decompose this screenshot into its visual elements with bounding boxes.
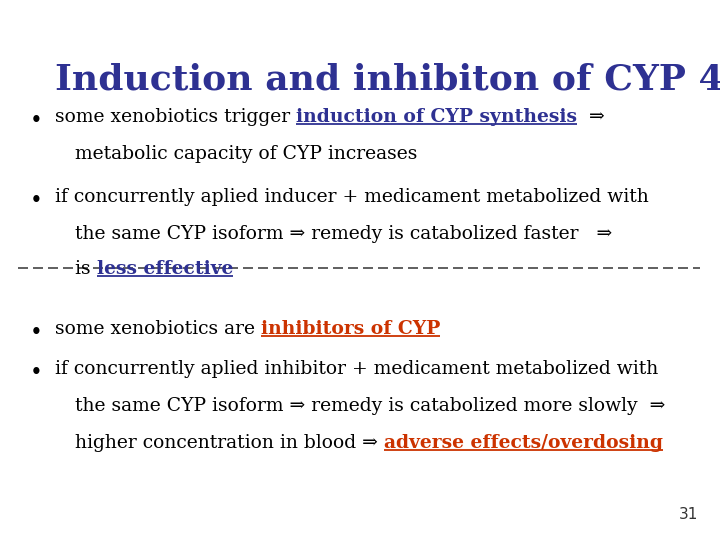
- Text: is: is: [75, 260, 96, 278]
- Text: ⇒: ⇒: [577, 108, 605, 126]
- Text: •: •: [30, 362, 42, 384]
- Text: less effective: less effective: [96, 260, 233, 278]
- Text: the same CYP isoform ⇒ remedy is catabolized faster   ⇒: the same CYP isoform ⇒ remedy is catabol…: [75, 225, 612, 243]
- Text: if concurrently aplied inhibitor + medicament metabolized with: if concurrently aplied inhibitor + medic…: [55, 360, 658, 378]
- Text: inhibitors of CYP: inhibitors of CYP: [261, 320, 441, 338]
- Text: •: •: [30, 110, 42, 132]
- Text: adverse effects/overdosing: adverse effects/overdosing: [384, 434, 663, 452]
- Text: the same CYP isoform ⇒ remedy is catabolized more slowly  ⇒: the same CYP isoform ⇒ remedy is catabol…: [75, 397, 665, 415]
- Text: 31: 31: [679, 507, 698, 522]
- Text: metabolic capacity of CYP increases: metabolic capacity of CYP increases: [75, 145, 418, 163]
- Text: •: •: [30, 190, 42, 212]
- Text: higher concentration in blood ⇒: higher concentration in blood ⇒: [75, 434, 384, 452]
- Text: Induction and inhibiton of CYP 450: Induction and inhibiton of CYP 450: [55, 62, 720, 96]
- Text: if concurrently aplied inducer + medicament metabolized with: if concurrently aplied inducer + medicam…: [55, 188, 649, 206]
- Text: some xenobiotics trigger: some xenobiotics trigger: [55, 108, 296, 126]
- Text: induction of CYP synthesis: induction of CYP synthesis: [296, 108, 577, 126]
- Text: some xenobiotics are: some xenobiotics are: [55, 320, 261, 338]
- Text: •: •: [30, 322, 42, 344]
